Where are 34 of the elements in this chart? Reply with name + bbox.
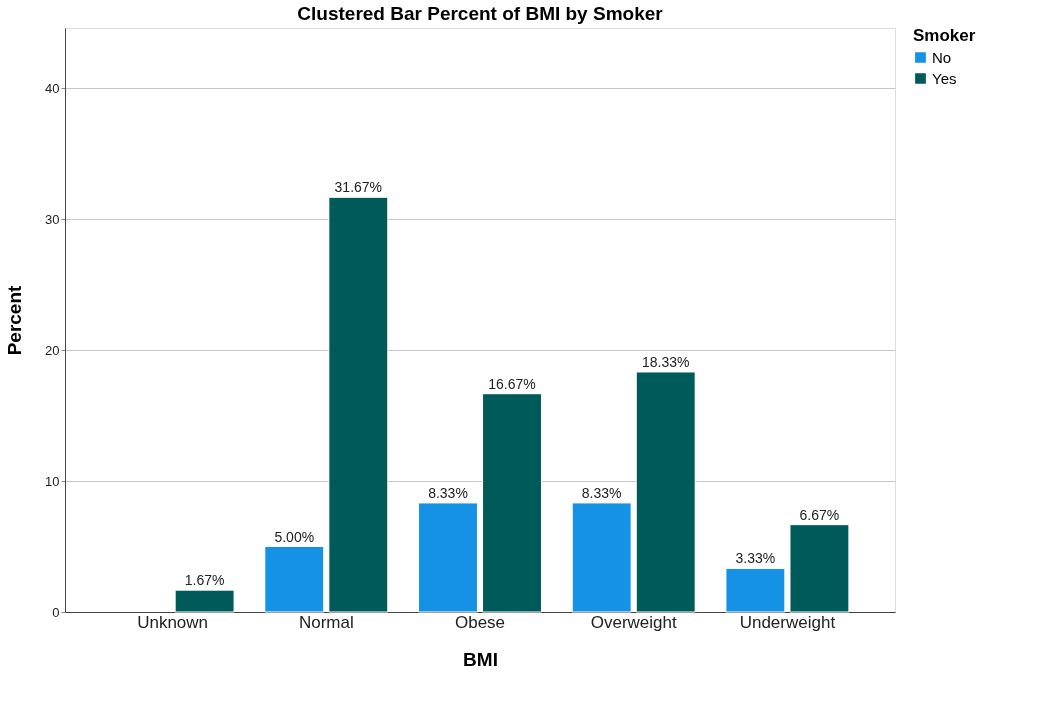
bar: [789, 524, 850, 613]
data-label: 5.00%: [274, 528, 315, 545]
bar: [635, 371, 696, 613]
data-label: 8.33%: [581, 484, 622, 501]
bar: [571, 502, 632, 613]
x-tick-label: Underweight: [739, 612, 836, 632]
data-label: 16.67%: [488, 375, 536, 392]
legend-label: No: [932, 48, 952, 66]
data-label: 31.67%: [334, 179, 383, 196]
bar: [725, 567, 786, 613]
y-tick-label: 30: [45, 211, 60, 227]
y-tick-label: 10: [45, 473, 60, 489]
data-label: 3.33%: [735, 550, 776, 567]
x-tick-label: Overweight: [590, 612, 677, 632]
data-label: 18.33%: [641, 353, 690, 370]
data-label: 1.67%: [184, 572, 225, 589]
x-axis-title: BMI: [463, 648, 498, 670]
x-tick-label: Unknown: [137, 612, 209, 632]
x-tick-label: Normal: [298, 612, 354, 632]
y-tick-label: 0: [52, 604, 60, 620]
bar: [174, 589, 235, 613]
data-label: 8.33%: [428, 484, 468, 501]
bar: [328, 196, 389, 613]
x-tick-label: Obese: [454, 612, 506, 632]
y-tick-label: 40: [45, 80, 60, 96]
y-tick-label: 20: [45, 342, 60, 358]
bar: [482, 393, 542, 613]
data-label: 6.67%: [799, 506, 840, 523]
chart-title: Clustered Bar Percent of BMI by Smoker: [297, 3, 664, 24]
y-axis-title: Percent: [4, 284, 26, 356]
bar: [264, 546, 325, 613]
legend-title: Smoker: [913, 26, 976, 45]
legend-label: Yes: [932, 69, 957, 87]
bar: [418, 502, 478, 613]
